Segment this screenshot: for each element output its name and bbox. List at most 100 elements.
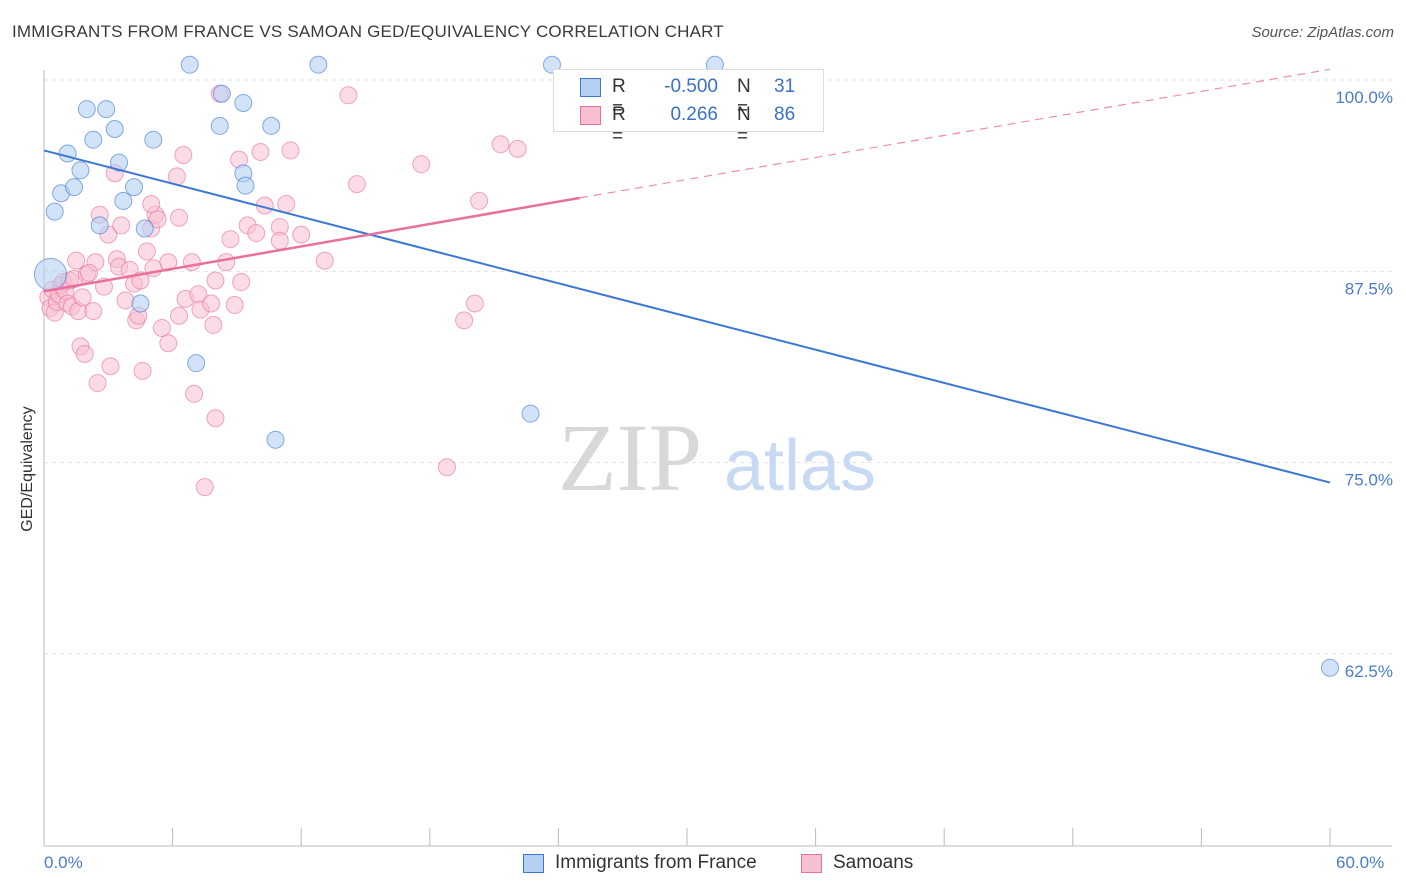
samoans-trend-extension [579,68,1331,199]
samoans-point [133,361,152,380]
x-axis-min-label: 0.0% [44,853,83,872]
samoans-point [508,139,527,158]
samoans-point [315,251,334,270]
watermark-atlas: atlas [724,426,876,506]
samoans-point [88,374,107,393]
samoans-point [247,224,266,243]
france-point [58,144,77,163]
france-point [236,176,255,195]
samoans-point [75,344,94,363]
samoans-point [221,230,240,249]
france-point [1321,658,1339,677]
samoans-point [251,142,270,161]
samoans-point [204,315,223,334]
france-point [71,161,90,180]
france-point [110,153,129,172]
samoans-point [80,263,99,282]
france-point [309,55,328,74]
watermark-zip: ZIP [558,404,702,511]
y-tick-label: 62.5% [1345,662,1393,681]
source-label: Source: ZipAtlas.com [1251,24,1394,41]
france-point [105,119,124,138]
chart-title: IMMIGRANTS FROM FRANCE VS SAMOAN GED/EQU… [12,22,724,41]
bottom-legend-swatch-pink [801,854,822,873]
samoans-point [73,288,92,307]
france-point [234,93,253,112]
samoans-point [67,251,86,270]
samoans-point [455,311,474,330]
france-point [144,130,163,149]
stats-legend: R = -0.500 N = 31 R = 0.266 N = 86 [553,69,824,147]
france-point [97,100,116,119]
samoans-point [412,155,431,174]
samoans-point [491,135,510,154]
france-point [262,116,281,135]
samoans-point [202,294,221,313]
samoans-point [116,291,135,310]
y-tick-labels: 100.0% 87.5% 75.0% 62.5% [1335,88,1393,681]
samoans-trend-line [43,196,581,293]
samoans-point [281,141,300,160]
legend-r-label: R = [612,76,626,119]
france-points [33,55,1339,677]
france-point [187,354,206,373]
samoans-point [84,302,103,321]
samoans-point [437,458,456,477]
y-tick-label: 75.0% [1345,471,1393,490]
samoans-point [465,294,484,313]
samoans-point [170,306,189,325]
france-point [542,55,561,74]
legend-swatch-pink [580,106,601,125]
y-tick-label: 100.0% [1335,88,1393,107]
samoans-point [152,318,171,337]
samoans-point [142,194,161,213]
axes [43,70,1392,847]
legend-r-label: R = [612,104,626,147]
france-point [84,130,103,149]
france-point [180,55,199,74]
samoans-point [470,191,489,210]
samoans-point [174,146,193,165]
samoans-point [195,478,214,497]
france-point [266,430,285,449]
samoans-point [206,409,225,428]
france-point [33,257,67,291]
bottom-legend-swatch-blue [523,854,544,873]
samoans-point [339,86,358,105]
samoans-point [232,273,251,292]
samoans-points [39,84,527,497]
france-point [90,216,109,235]
france-point [131,294,150,313]
france-point [212,84,231,103]
france-point [77,100,96,119]
samoans-point [170,208,189,227]
samoans-point [159,334,178,353]
samoans-point [277,194,296,213]
samoans-point [185,384,204,403]
france-point [210,116,229,135]
samoans-point [206,271,225,290]
france-point [521,404,540,423]
bottom-legend-label-france: Immigrants from France [555,852,757,873]
samoans-point [270,231,289,250]
france-point [125,178,144,197]
france-point [114,191,133,210]
legend-r-value: 0.266 [670,104,718,125]
samoans-point [101,357,120,376]
samoans-point [182,253,201,272]
samoans-point [217,253,236,272]
samoans-point [148,210,167,229]
legend-n-value: 86 [774,104,796,125]
samoans-point [292,225,311,244]
samoans-point [112,216,131,235]
legend-n-label: N = [737,76,751,119]
france-point [65,178,84,197]
legend-n-value: 31 [774,76,796,97]
france-point [45,202,64,221]
trend-lines [43,68,1331,484]
legend-swatch-blue [580,78,601,97]
samoans-point [347,175,366,194]
legend-n-label: N = [737,104,751,147]
france-trend-line [43,149,1331,484]
